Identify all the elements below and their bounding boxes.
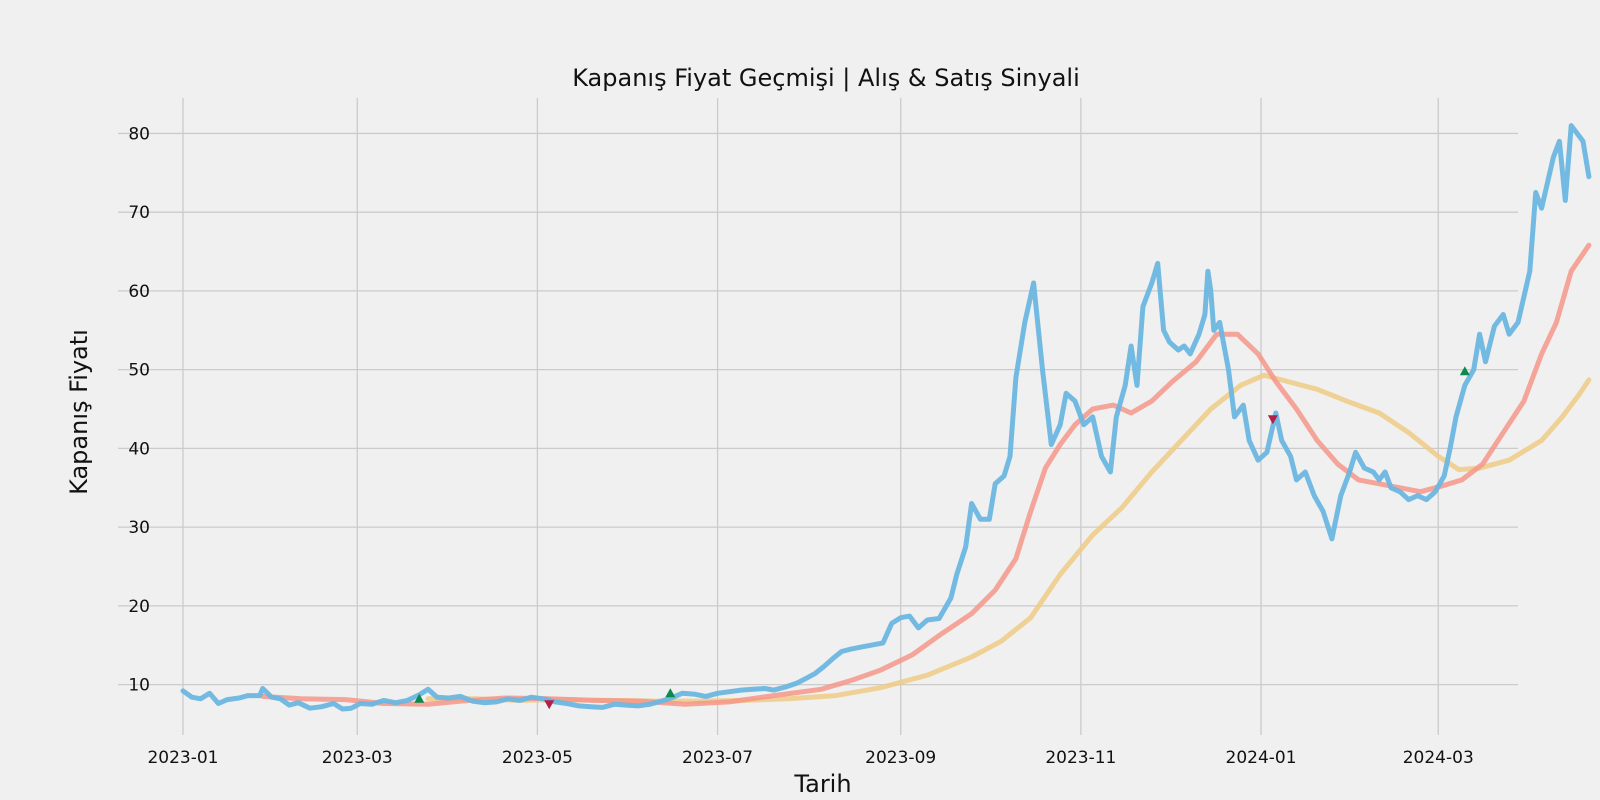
ma_short-line: [260, 242, 1592, 707]
x-tick-label: 2024-03: [1403, 748, 1474, 768]
y-tick-label: 50: [128, 361, 150, 381]
y-axis-ticks: 10 20 30 40 50 60 70 80: [128, 124, 150, 695]
x-tick-label: 2023-05: [502, 748, 573, 768]
sell-signal-marker: [544, 700, 555, 710]
sell-signal-marker: [1267, 415, 1278, 425]
y-tick-label: 10: [128, 676, 150, 696]
y-tick-label: 80: [128, 124, 150, 144]
x-tick-label: 2024-01: [1226, 748, 1297, 768]
y-axis-title: Kapanış Fiyatı: [65, 329, 93, 495]
x-tick-label: 2023-11: [1045, 748, 1116, 768]
y-tick-label: 60: [128, 282, 150, 302]
x-axis-ticks: 2023-01 2023-03 2023-05 2023-07 2023-09 2023-…: [147, 748, 1473, 768]
x-tick-label: 2023-03: [322, 748, 393, 768]
buy-signal-marker: [414, 693, 425, 703]
x-tick-label: 2023-01: [147, 748, 218, 768]
x-tick-label: 2023-09: [865, 748, 936, 768]
buy-signal-marker: [665, 688, 676, 698]
y-tick-label: 40: [128, 439, 150, 459]
chart-title: Kapanış Fiyat Geçmişi | Alış & Satış Sin…: [572, 64, 1080, 92]
grid-lines: [118, 98, 1518, 735]
data-series: [180, 123, 1592, 712]
buy-signal-marker: [1459, 366, 1470, 376]
signal-markers: [414, 366, 1470, 710]
ma_long-line: [425, 372, 1592, 704]
y-tick-label: 70: [128, 203, 150, 223]
price-line: [180, 123, 1592, 712]
x-tick-label: 2023-07: [682, 748, 753, 768]
y-tick-label: 20: [128, 597, 150, 617]
x-axis-title: Tarih: [793, 770, 851, 798]
y-tick-label: 30: [128, 518, 150, 538]
